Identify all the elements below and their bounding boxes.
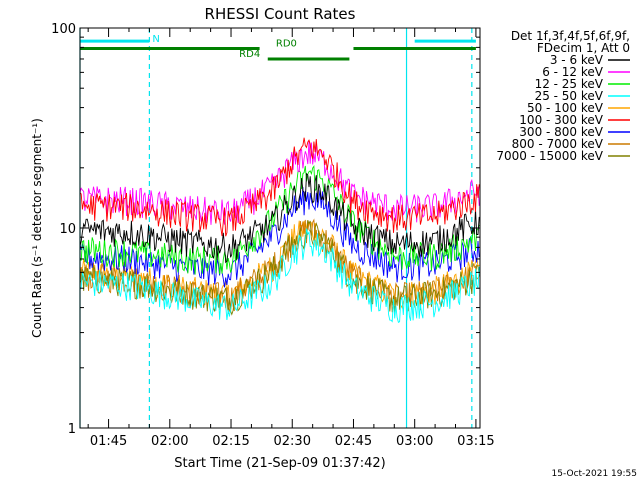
series-layer	[80, 137, 480, 323]
legend-item-label: 25 - 50 keV	[535, 89, 604, 103]
legend-item-label: 300 - 800 keV	[519, 125, 603, 139]
series-line-12-25-kev	[80, 164, 480, 275]
legend-item-label: 100 - 300 keV	[519, 113, 603, 127]
x-axis-label: Start Time (21-Sep-09 01:37:42)	[174, 456, 385, 471]
legend-header-line-1: Det 1f,3f,4f,5f,6f,9f,	[511, 29, 630, 43]
night-label: N	[152, 34, 159, 45]
x-tick-label: 02:15	[212, 434, 249, 449]
x-tick-label: 02:00	[151, 434, 188, 449]
saa-label-rd4: RD4	[239, 49, 260, 60]
legend: Det 1f,3f,4f,5f,6f,9f, FDecim 1, Att 0 3…	[496, 29, 630, 163]
x-tick-label: 02:45	[335, 434, 372, 449]
chart-title: RHESSI Count Rates	[205, 5, 356, 23]
series-line-100-300-kev	[80, 137, 480, 237]
legend-item-label: 7000 - 15000 keV	[496, 149, 603, 163]
legend-item-label: 6 - 12 keV	[542, 65, 604, 79]
series-line-25-50-kev	[80, 228, 480, 323]
axis-layer: 1 10 100 01:45 02:00 02:15 02:30 02:45 03:00 03:1…	[51, 22, 494, 449]
overlay-layer: N RD0 RD4	[80, 34, 476, 61]
legend-item-label: 800 - 7000 keV	[512, 137, 604, 151]
y-tick-label: 10	[59, 222, 76, 237]
legend-item-label: 12 - 25 keV	[535, 77, 604, 91]
footer-timestamp: 15-Oct-2021 19:55	[552, 469, 637, 479]
x-tick-label: 03:15	[457, 434, 494, 449]
legend-header-line-2: FDecim 1, Att 0	[537, 41, 630, 55]
legend-item-label: 3 - 6 keV	[550, 53, 604, 67]
y-axis-label: Count Rate (s⁻¹ detector segment⁻¹)	[30, 118, 44, 338]
x-tick-label: 03:00	[396, 434, 433, 449]
y-tick-label: 1	[68, 422, 76, 437]
y-tick-label: 100	[51, 22, 76, 37]
saa-label-rd0: RD0	[276, 38, 297, 49]
legend-item-label: 50 - 100 keV	[527, 101, 604, 115]
x-tick-label: 01:45	[90, 434, 127, 449]
x-tick-label: 02:30	[274, 434, 311, 449]
series-line-3-6-kev	[80, 172, 480, 264]
